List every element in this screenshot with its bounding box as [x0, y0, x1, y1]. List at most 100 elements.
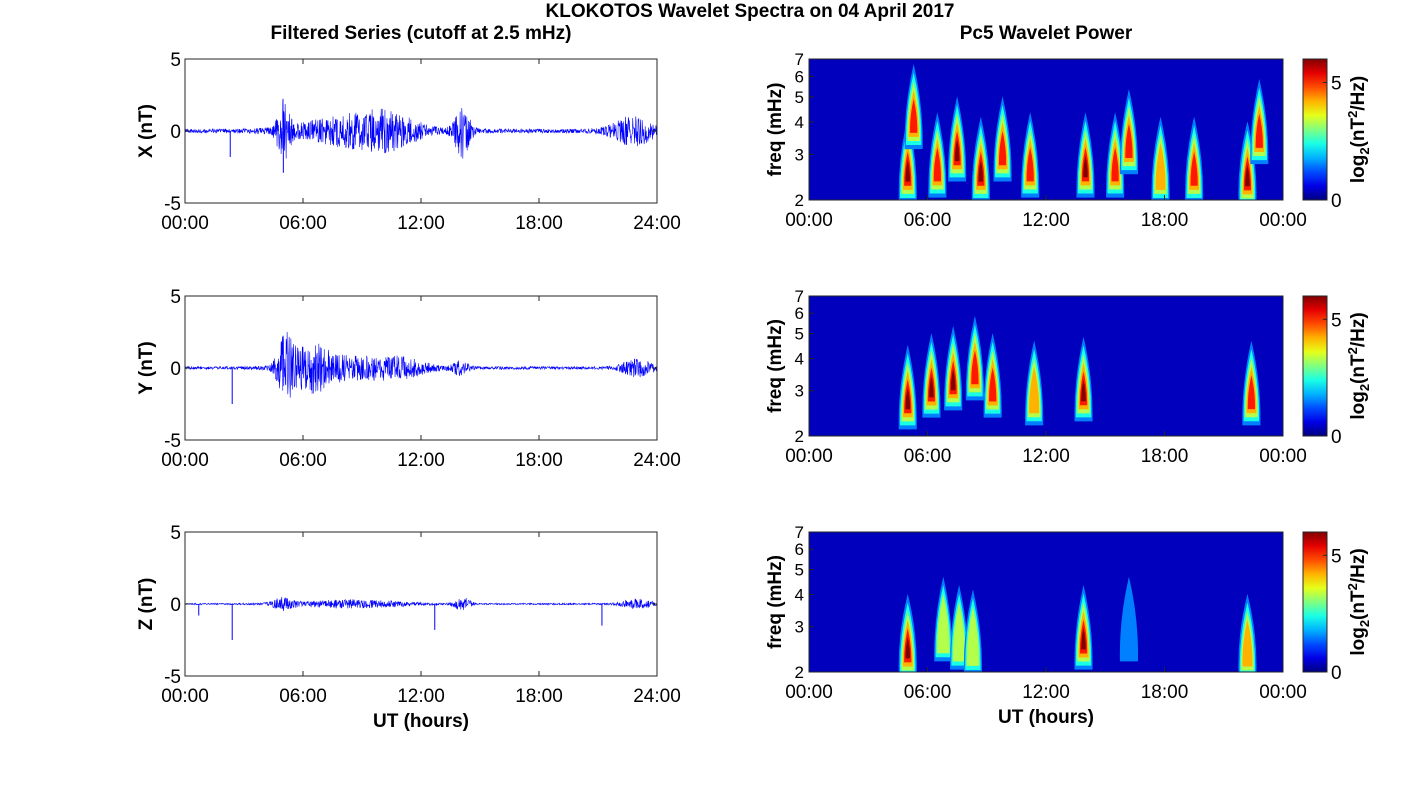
- x-tick-label: 00:00: [161, 686, 209, 707]
- power-hotspot: [1029, 366, 1040, 414]
- right-column-title: Pc5 Wavelet Power: [960, 23, 1133, 44]
- y-tick-label: 6: [795, 67, 804, 86]
- wavelet-panel-2: 2 3 4 5 67 00:00 06:00 12:00 18:00 00:00 freq (mHz…: [765, 287, 1372, 467]
- power-hotspot: [971, 350, 979, 385]
- colorbar: [1302, 58, 1328, 201]
- y-tick-label: 6: [795, 540, 804, 559]
- power-hotspot: [1242, 619, 1253, 667]
- series-trace: [184, 332, 658, 398]
- x-tick-label: 00:00: [785, 446, 833, 467]
- colorbar-label: log2(nT2/Hz): [1345, 76, 1372, 183]
- y-tick-label: -5: [164, 194, 181, 215]
- y-tick-label: 0: [170, 595, 181, 616]
- colorbar: [1302, 295, 1328, 437]
- y-tick-label: 7: [795, 287, 804, 306]
- power-hotspot: [1111, 147, 1119, 182]
- y-tick-label: 5: [170, 50, 181, 71]
- x-tick-label: 06:00: [279, 686, 327, 707]
- x-tick-label: 24:00: [633, 686, 681, 707]
- y-tick-label: 4: [795, 586, 804, 605]
- y-tick-label: 5: [795, 561, 804, 580]
- y-tick-label: 0: [170, 359, 181, 380]
- colorbar-label: log2(nT2/Hz): [1345, 312, 1372, 419]
- x-tick-label: 24:00: [633, 450, 681, 471]
- x-tick-label: 00:00: [161, 450, 209, 471]
- colorbar-label: log2(nT2/Hz): [1345, 548, 1372, 655]
- y-tick-label: 0: [170, 122, 181, 143]
- power-background: [809, 532, 1283, 672]
- y-tick-label: 4: [795, 350, 804, 369]
- wavelet-panel-3: 2 3 4 5 67 00:00 06:00 12:00 18:00 00:00 freq (mHz…: [765, 523, 1372, 703]
- x-tick-label: 06:00: [904, 210, 952, 231]
- x-tick-label: 12:00: [397, 213, 445, 234]
- y-tick-label: 2: [795, 427, 804, 446]
- power-hotspot: [966, 606, 980, 666]
- right-bottom-xlabel: UT (hours): [998, 707, 1094, 728]
- y-axis-label: X (nT): [136, 104, 157, 158]
- power-hotspot: [905, 160, 911, 182]
- power-hotspot: [1255, 113, 1263, 148]
- y-tick-label: 3: [795, 382, 804, 401]
- x-tick-label: 06:00: [279, 213, 327, 234]
- wavelet-panel-1: 2 3 4 5 67 00:00 06:00 12:00 18:00 00:00 freq (mHz…: [765, 50, 1372, 231]
- power-background: [809, 296, 1283, 436]
- y-axis-label: freq (mHz): [765, 83, 786, 177]
- power-hotspot: [998, 131, 1007, 166]
- y-tick-label: 3: [795, 618, 804, 637]
- series-panel-1: 5 0 -500:00 06:00 12:00 18:00 24:00 X (nT): [136, 50, 681, 234]
- x-tick-label: 06:00: [279, 450, 327, 471]
- colorbar-tick-label: 5: [1331, 546, 1342, 567]
- y-axis-label: freq (mHz): [765, 555, 786, 649]
- power-hotspot: [910, 98, 918, 133]
- x-tick-label: 12:00: [397, 686, 445, 707]
- x-tick-label: 12:00: [1022, 210, 1070, 231]
- y-tick-label: 5: [170, 287, 181, 308]
- power-hotspot: [954, 139, 960, 162]
- x-tick-label: 18:00: [1141, 682, 1189, 703]
- x-tick-label: 18:00: [1141, 446, 1189, 467]
- y-tick-label: 2: [795, 191, 804, 210]
- colorbar-tick-label: 5: [1331, 74, 1342, 95]
- power-hotspot: [1155, 142, 1166, 190]
- series-panel-2: 5 0 -500:00 06:00 12:00 18:00 24:00 Y (nT): [136, 287, 681, 471]
- y-tick-label: -5: [164, 431, 181, 452]
- x-tick-label: 12:00: [1022, 446, 1070, 467]
- x-tick-label: 24:00: [633, 213, 681, 234]
- y-axis-label: Y (nT): [136, 341, 157, 394]
- figure-title: KLOKOTOS Wavelet Spectra on 04 April 201…: [546, 1, 955, 22]
- y-tick-label: 2: [795, 663, 804, 682]
- left-column-title: Filtered Series (cutoff at 2.5 mHz): [271, 23, 572, 44]
- colorbar-tick-label: 5: [1331, 310, 1342, 331]
- x-tick-label: 00:00: [161, 213, 209, 234]
- power-hotspot: [1026, 147, 1034, 182]
- power-hotspot: [1125, 123, 1133, 158]
- series-panel-3: 5 0 -500:00 06:00 12:00 18:00 24:00 Z (nT): [136, 523, 681, 707]
- x-tick-label: 12:00: [1022, 682, 1070, 703]
- x-tick-label: 18:00: [515, 213, 563, 234]
- colorbar-tick-label: 0: [1331, 663, 1342, 684]
- power-hotspot: [1083, 155, 1088, 178]
- y-tick-label: 5: [795, 325, 804, 344]
- power-hotspot: [936, 593, 950, 654]
- y-tick-label: 5: [795, 88, 804, 107]
- y-tick-label: 3: [795, 145, 804, 164]
- power-hotspot: [933, 147, 942, 182]
- colorbar-tick-label: 0: [1331, 427, 1342, 448]
- power-hotspot: [952, 602, 966, 662]
- y-tick-label: 7: [795, 523, 804, 542]
- power-hotspot: [905, 637, 911, 659]
- power-hotspot: [1190, 151, 1198, 186]
- series-trace: [184, 98, 658, 159]
- colorbar-tick-label: 0: [1331, 191, 1342, 212]
- power-hotspot: [1247, 375, 1256, 410]
- y-axis-label: freq (mHz): [765, 319, 786, 413]
- x-tick-label: 12:00: [397, 450, 445, 471]
- y-tick-label: 6: [795, 304, 804, 323]
- series-trace: [184, 596, 658, 612]
- y-tick-label: 4: [795, 113, 804, 132]
- x-tick-label: 18:00: [515, 450, 563, 471]
- power-hotspot: [1081, 380, 1086, 402]
- left-bottom-xlabel: UT (hours): [373, 711, 469, 732]
- x-tick-label: 18:00: [515, 686, 563, 707]
